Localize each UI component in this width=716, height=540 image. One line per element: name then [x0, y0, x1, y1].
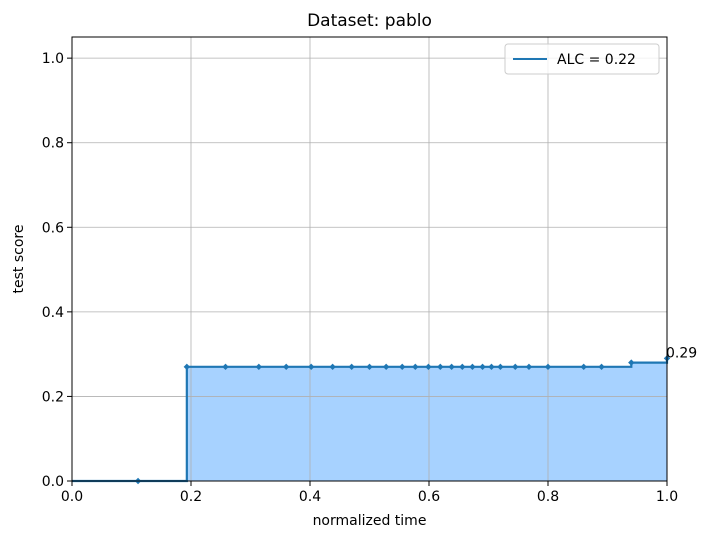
data-point: [512, 363, 519, 371]
x-tick-label: 0.4: [299, 489, 321, 505]
y-tick-label: 0.4: [42, 305, 64, 321]
data-point: [544, 363, 552, 371]
series-points-layer: [134, 355, 671, 485]
legend: ALC = 0.22: [504, 43, 660, 75]
y-tick-label: 0.8: [42, 136, 64, 152]
y-tick-label: 0.0: [42, 474, 64, 490]
data-point: [348, 363, 355, 371]
legend-entry-label: ALC = 0.22: [557, 52, 636, 68]
data-point: [329, 363, 336, 371]
data-point: [525, 363, 533, 371]
x-tick-label: 0.6: [418, 489, 440, 505]
y-axis-label: test score: [11, 225, 27, 294]
data-point: [437, 363, 444, 371]
chart-title: Dataset: pablo: [307, 11, 432, 31]
tick-layer: 0.0 0.2 0.4 0.6 0.8 1.0 0.0 0.2 0.4 0.6 0.8 1.0: [42, 51, 678, 505]
data-point: [598, 363, 605, 371]
area-fill-layer: [138, 358, 668, 481]
data-point: [580, 363, 587, 371]
legend-box: [504, 43, 660, 75]
data-point: [425, 363, 432, 371]
y-tick-label: 0.2: [42, 389, 64, 405]
data-point: [382, 363, 390, 371]
data-point: [497, 363, 504, 371]
data-point: [366, 363, 373, 371]
last-value-annotation: 0.29: [666, 345, 697, 361]
axes-frame: [71, 36, 668, 482]
y-tick-label: 0.6: [42, 220, 64, 236]
x-tick-label: 0.8: [537, 489, 559, 505]
x-tick-label: 0.2: [180, 489, 202, 505]
data-point: [479, 363, 486, 371]
data-point: [628, 359, 635, 366]
data-point: [412, 363, 419, 371]
data-point: [469, 363, 476, 371]
data-point: [283, 363, 290, 371]
data-point: [307, 363, 315, 371]
x-tick-label: 1.0: [656, 489, 678, 505]
y-tick-label: 1.0: [42, 51, 64, 67]
data-point: [448, 363, 455, 371]
x-tick-label: 0.0: [61, 489, 83, 505]
data-point: [459, 363, 466, 371]
area-fill: [138, 358, 668, 481]
data-point: [183, 363, 191, 371]
data-point: [488, 363, 495, 371]
data-point: [222, 363, 229, 371]
x-axis-label: normalized time: [313, 513, 427, 529]
data-point: [399, 363, 406, 371]
data-point: [255, 363, 263, 371]
